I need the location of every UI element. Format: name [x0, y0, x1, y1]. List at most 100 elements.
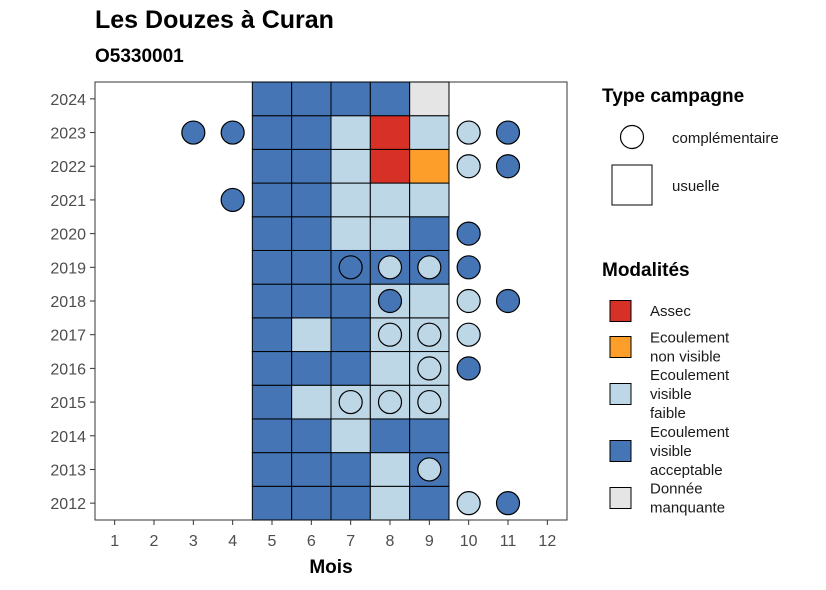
point-2023-10 — [456, 120, 481, 145]
point-2023-3 — [181, 120, 206, 145]
x-tick-label: 8 — [386, 533, 395, 550]
x-tick-label: 12 — [538, 533, 556, 550]
x-axis-title: Mois — [309, 557, 352, 578]
legend-label-EVF: visible — [650, 386, 692, 403]
tile-2014-7 — [330, 418, 371, 454]
tile-2012-9 — [409, 485, 450, 521]
point-2019-9 — [417, 255, 442, 280]
x-tick-label: 1 — [110, 533, 119, 550]
legend-complementaire-label: complémentaire — [672, 130, 779, 147]
legend-key-EVF — [609, 383, 632, 405]
y-tick-label: 2018 — [50, 294, 86, 311]
y-tick-label: 2017 — [50, 328, 86, 345]
point-2015-8 — [377, 389, 403, 415]
y-tick-label: 2021 — [50, 193, 86, 210]
point-2017-8 — [377, 322, 403, 347]
legend-complementaire-key — [619, 124, 645, 150]
point-2018-10 — [456, 288, 481, 314]
tile-2014-8 — [369, 418, 411, 454]
legend-label-DM: manquante — [650, 500, 725, 517]
tile-2016-6 — [291, 351, 332, 386]
tile-2021-6 — [291, 182, 332, 218]
y-tick-label: 2020 — [50, 227, 86, 244]
y-tick-label: 2019 — [50, 260, 86, 277]
tile-2017-5 — [251, 317, 293, 353]
tile-2022-7 — [330, 148, 371, 184]
tile-2018-7 — [330, 283, 371, 319]
tile-2023-5 — [251, 115, 293, 150]
tile-2019-6 — [291, 249, 332, 285]
legend-key-DM — [609, 487, 632, 509]
tile-2014-6 — [291, 418, 332, 454]
tile-2024-5 — [251, 81, 293, 117]
tile-2013-7 — [330, 452, 371, 487]
tile-2023-6 — [291, 115, 332, 150]
y-tick-label: 2012 — [50, 496, 86, 513]
y-tick-label: 2022 — [50, 159, 86, 176]
tile-2022-6 — [291, 148, 332, 184]
tile-2012-8 — [369, 485, 411, 521]
point-2023-11 — [495, 120, 521, 145]
tile-2016-8 — [369, 351, 411, 386]
tile-2024-6 — [291, 81, 332, 117]
tile-2024-7 — [330, 81, 371, 117]
y-tick-label: 2023 — [50, 126, 86, 143]
point-2017-9 — [417, 322, 442, 347]
legend-label-EVA: visible — [650, 443, 692, 460]
x-tick-label: 4 — [228, 533, 237, 550]
point-2022-10 — [456, 154, 481, 179]
legend-label-EVF: Ecoulement — [650, 367, 730, 384]
x-tick-label: 10 — [460, 533, 478, 550]
point-2022-11 — [495, 154, 521, 179]
tile-2018-6 — [291, 283, 332, 319]
y-tick-label: 2015 — [50, 395, 86, 412]
tile-2024-8 — [369, 81, 411, 117]
tile-2021-5 — [251, 182, 293, 218]
tile-2020-5 — [251, 216, 293, 251]
tile-2023-8 — [369, 115, 411, 150]
tile-2023-7 — [330, 115, 371, 150]
y-tick-label: 2024 — [50, 92, 86, 109]
x-tick-label: 6 — [307, 533, 316, 550]
legend-label-EVF: faible — [650, 405, 686, 422]
tile-2013-6 — [291, 452, 332, 487]
x-tick-label: 7 — [346, 533, 355, 550]
tile-2016-7 — [330, 351, 371, 386]
point-2016-9 — [417, 356, 442, 381]
point-2019-10 — [456, 255, 481, 280]
point-2023-4 — [220, 120, 245, 145]
tile-2012-7 — [330, 485, 371, 521]
tile-2016-5 — [251, 351, 293, 386]
legend-label-EVA: acceptable — [650, 462, 723, 479]
point-2021-4 — [220, 187, 245, 213]
tile-2018-5 — [251, 283, 293, 319]
point-2015-9 — [417, 389, 442, 415]
point-2018-8 — [377, 288, 403, 314]
chart-subtitle: O5330001 — [95, 46, 184, 67]
point-2013-9 — [417, 457, 442, 482]
y-tick-label: 2013 — [50, 462, 86, 479]
legend-modalites-title: Modalités — [602, 260, 690, 281]
legend-key-A — [609, 300, 632, 322]
tile-2013-8 — [369, 452, 411, 487]
legend-key-ENV — [609, 336, 632, 358]
x-tick-label: 11 — [500, 533, 517, 550]
legend-usuelle-label: usuelle — [672, 178, 720, 195]
tile-2020-6 — [291, 216, 332, 251]
tile-2014-9 — [409, 418, 450, 454]
tile-2024-9 — [409, 81, 450, 117]
legend-label-ENV: Ecoulement — [650, 330, 730, 347]
tile-2013-5 — [251, 452, 293, 487]
x-tick-label: 2 — [150, 533, 159, 550]
tile-2021-7 — [330, 182, 371, 218]
point-2012-10 — [456, 491, 481, 516]
tile-2018-9 — [409, 283, 450, 319]
tile-2021-9 — [409, 182, 450, 218]
legend-key-EVA — [609, 440, 632, 462]
legend-label-DM: Donnée — [650, 481, 703, 498]
tile-2020-9 — [409, 216, 450, 251]
tile-2022-9 — [409, 148, 450, 184]
point-2015-7 — [338, 389, 363, 415]
tile-2020-7 — [330, 216, 371, 251]
legend-label-A: Assec — [650, 303, 691, 320]
